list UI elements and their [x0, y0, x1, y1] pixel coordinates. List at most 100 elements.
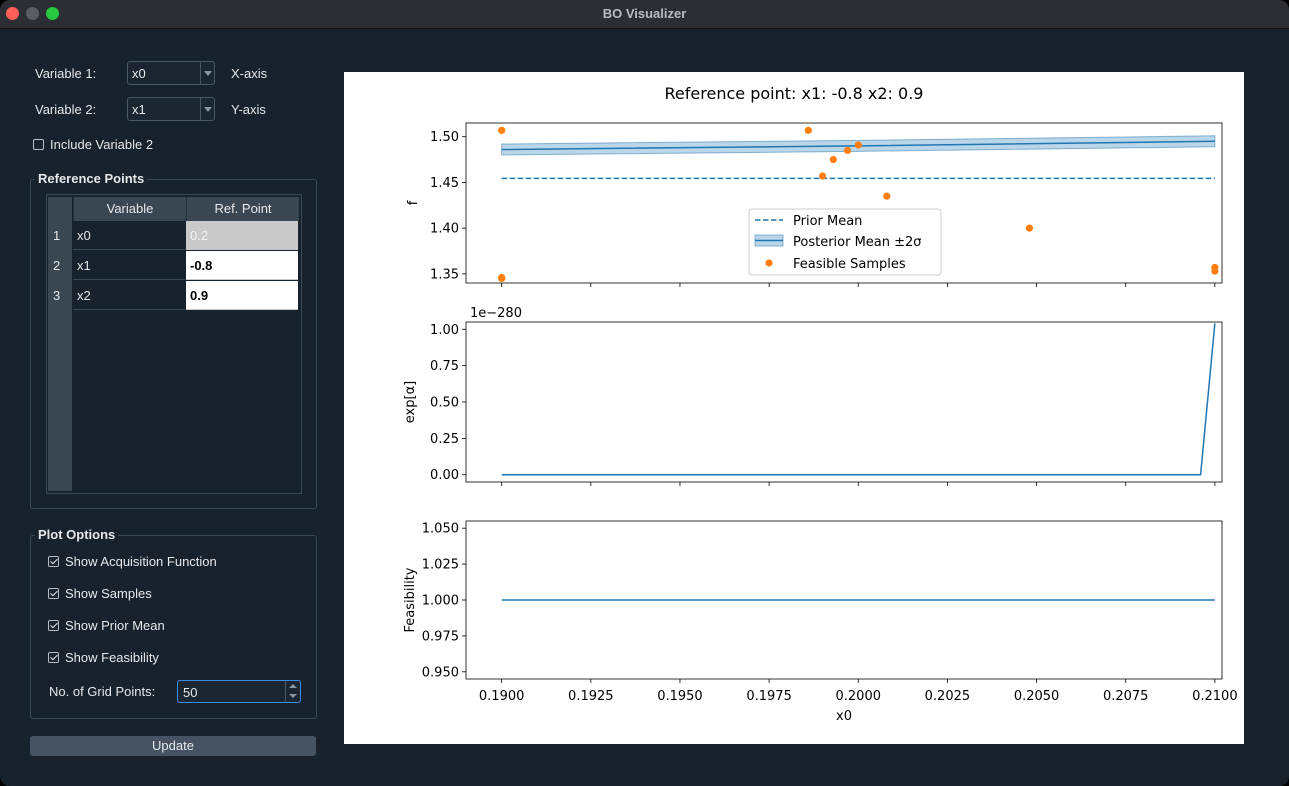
- x-tick-label: 0.2100: [1192, 689, 1238, 704]
- sample-point: [829, 155, 837, 164]
- y-tick-label: 0.975: [422, 629, 459, 644]
- reference-points-title: Reference Points: [35, 171, 148, 186]
- legend-box: [748, 208, 942, 276]
- sample-point: [498, 274, 506, 283]
- sample-point: [498, 126, 506, 134]
- maximize-icon[interactable]: [46, 7, 59, 20]
- x-tick-label: 0.2050: [1014, 689, 1060, 704]
- sample-point: [1211, 267, 1219, 275]
- legend-prior-label: Prior Mean: [793, 214, 862, 229]
- sample-point: [804, 126, 812, 134]
- variable1-value: x0: [132, 66, 146, 81]
- y-axis-label: f: [406, 200, 421, 205]
- y-axis-label: Feasibility: [403, 567, 418, 632]
- sample-point: [854, 141, 862, 149]
- variable1-combo[interactable]: x0: [127, 61, 215, 85]
- reference-points-table: Variable Ref. Point 1 x0 0.2 2 x1 -0.8 3…: [46, 194, 302, 494]
- include-variable2-checkbox[interactable]: [33, 139, 44, 150]
- cell-variable[interactable]: x0: [73, 221, 185, 250]
- y-tick-label: 1.050: [422, 522, 459, 537]
- axes-frame: [465, 321, 1223, 483]
- sample-point: [883, 192, 891, 200]
- plot-options-title: Plot Options: [35, 527, 119, 542]
- x-tick-label: 0.2000: [836, 689, 882, 704]
- minimize-icon[interactable]: [26, 7, 39, 20]
- legend-posterior-label: Posterior Mean ±2σ: [793, 235, 922, 250]
- show-prior-mean-label[interactable]: Show Prior Mean: [65, 618, 165, 633]
- show-samples-checkbox[interactable]: [48, 588, 59, 599]
- y-tick-label: 1.40: [430, 222, 459, 237]
- window-title: BO Visualizer: [602, 6, 687, 21]
- y-tick-label: 0.00: [430, 468, 459, 483]
- cell-variable[interactable]: x1: [73, 251, 185, 280]
- y-offset-label: 1e−280: [470, 306, 522, 321]
- y-tick-label: 0.75: [430, 359, 459, 374]
- x-tick-label: 0.2025: [925, 689, 971, 704]
- chart-title: Reference point: x1: -0.8 x2: 0.9: [665, 84, 924, 103]
- table-corner[interactable]: [48, 197, 72, 221]
- header-variable[interactable]: Variable: [73, 197, 186, 221]
- update-button[interactable]: Update: [30, 736, 316, 756]
- show-prior-mean-checkbox[interactable]: [48, 620, 59, 631]
- y-tick-label: 1.50: [430, 130, 459, 145]
- plot-svg: 1.35 1.40 1.45 1.50 f 0.00 0.25 0.50 0.75 1.00 exp…: [403, 84, 1238, 724]
- header-ref-point[interactable]: Ref. Point: [186, 197, 299, 221]
- variable1-axis-label: X-axis: [231, 66, 268, 81]
- grid-points-label: No. of Grid Points:: [49, 684, 156, 699]
- x-axis-label: x0: [836, 709, 852, 724]
- variable2-value: x1: [132, 102, 146, 117]
- cell-variable[interactable]: x2: [73, 281, 185, 310]
- row-header-column: [48, 197, 72, 491]
- title-bar: BO Visualizer: [0, 0, 1289, 29]
- reference-points-group: [30, 179, 317, 509]
- variable2-label: Variable 2:: [35, 102, 97, 117]
- sample-point: [819, 172, 827, 180]
- y-tick-label: 1.000: [422, 594, 459, 609]
- x-tick-label: 0.1900: [479, 689, 525, 704]
- cell-ref-point[interactable]: 0.9: [186, 281, 298, 310]
- grid-points-spinbox[interactable]: 50: [177, 680, 301, 703]
- variable2-axis-label: Y-axis: [231, 102, 266, 117]
- axes-frame: [465, 520, 1223, 680]
- sample-point: [1025, 224, 1034, 232]
- chevron-down-icon[interactable]: [200, 62, 214, 84]
- x-tick-label: 0.1975: [746, 689, 792, 704]
- arrow-up-icon[interactable]: [289, 684, 297, 688]
- variable2-combo[interactable]: x1: [127, 97, 215, 121]
- close-icon[interactable]: [6, 7, 19, 20]
- y-tick-label: 1.45: [430, 176, 459, 191]
- row-number[interactable]: 1: [53, 228, 61, 243]
- grid-points-value: 50: [183, 685, 198, 700]
- show-feasibility-checkbox[interactable]: [48, 652, 59, 663]
- axes-frame: [465, 122, 1223, 284]
- sample-point: [843, 146, 852, 155]
- y-tick-label: 1.35: [430, 267, 459, 282]
- x-tick-label: 0.1925: [568, 689, 614, 704]
- y-axis-label: exp[α]: [403, 381, 418, 423]
- legend-samples-label: Feasible Samples: [793, 257, 906, 272]
- x-tick-label: 0.2075: [1103, 689, 1149, 704]
- acquisition-line: [501, 323, 1216, 476]
- spin-buttons[interactable]: [285, 681, 300, 702]
- y-tick-label: 1.00: [430, 323, 459, 338]
- chevron-down-icon[interactable]: [200, 98, 214, 120]
- cell-ref-point[interactable]: 0.2: [186, 221, 298, 250]
- arrow-down-icon[interactable]: [289, 694, 297, 698]
- cell-ref-point[interactable]: -0.8: [186, 251, 298, 280]
- include-variable2-label[interactable]: Include Variable 2: [50, 137, 154, 152]
- show-samples-label[interactable]: Show Samples: [65, 586, 152, 601]
- y-tick-label: 1.025: [422, 558, 459, 573]
- plot-canvas[interactable]: 1.35 1.40 1.45 1.50 f 0.00 0.25 0.50 0.75 1.00 exp…: [344, 72, 1244, 744]
- show-acquisition-label[interactable]: Show Acquisition Function: [65, 554, 217, 569]
- x-tick-label: 0.1950: [657, 689, 703, 704]
- y-tick-label: 0.50: [430, 396, 459, 411]
- show-acquisition-checkbox[interactable]: [48, 556, 59, 567]
- row-number[interactable]: 2: [53, 258, 61, 273]
- legend-samples-swatch: [765, 259, 773, 267]
- show-feasibility-label[interactable]: Show Feasibility: [65, 650, 159, 665]
- y-tick-label: 0.950: [422, 665, 459, 680]
- row-number[interactable]: 3: [53, 288, 61, 303]
- variable1-label: Variable 1:: [35, 66, 97, 81]
- plot-options-group: [30, 535, 317, 719]
